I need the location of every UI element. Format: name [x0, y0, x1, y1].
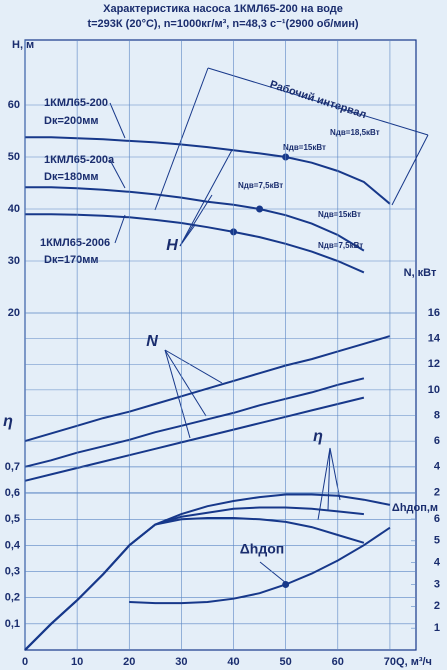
h-leader [179, 194, 213, 247]
annotation: H [166, 237, 178, 254]
curve [24, 335, 391, 443]
x-tick-label: 10 [71, 656, 83, 668]
y-tick-label: 5 [434, 535, 440, 547]
annotation: η [313, 428, 323, 445]
y-tick-label: 1 [434, 622, 440, 634]
curve [25, 136, 391, 205]
y-tick-label: 50 [8, 151, 20, 163]
annotation: Nдв=7,5кВт [318, 241, 363, 250]
curve [24, 377, 365, 468]
d-leader [109, 102, 126, 139]
curve [24, 517, 365, 651]
leaders [109, 67, 429, 584]
annotation: Nдв=15кВт [283, 143, 326, 152]
x-tick-label: 30 [175, 656, 187, 668]
annotation: Dк=180мм [44, 171, 99, 183]
y-axis-label: H, м [12, 39, 34, 51]
y-tick-label: 60 [8, 99, 20, 111]
x-tick-label: 40 [227, 656, 239, 668]
y-tick-label: 0,1 [5, 618, 20, 630]
y-tick-label: 0,7 [5, 461, 20, 473]
dh-leader [259, 561, 287, 584]
y-tick-label: 16 [428, 307, 440, 319]
x-tick-label: 50 [280, 656, 292, 668]
annotation: Dк=170мм [44, 254, 99, 266]
n-leader [164, 349, 207, 417]
eta-leader [329, 447, 341, 501]
y-tick-label: 12 [428, 358, 440, 370]
h-leader [179, 224, 196, 247]
y-tick-label: 30 [8, 255, 20, 267]
annotation: Δhдоп [240, 541, 285, 557]
interval-arrow [207, 67, 429, 136]
annotation: Nдв=15кВт [318, 210, 361, 219]
y-tick-label: 20 [8, 307, 20, 319]
y-tick-label: 6 [434, 435, 440, 447]
d-leader [114, 214, 126, 244]
y-tick-label: 6 [434, 513, 440, 525]
annotation: 1КМЛ65-200 [44, 97, 108, 109]
n-leader [164, 349, 223, 384]
chart-subtitle: t=293К (20°С), n=1000кг/м³, n=48,3 с⁻¹(2… [87, 18, 358, 30]
curve [129, 526, 391, 605]
y-tick-label: 10 [428, 384, 440, 396]
y-tick-label: 0,5 [5, 513, 20, 525]
y-axis-label: η [3, 413, 13, 430]
annotation: N [146, 333, 158, 350]
y-tick-label: 3 [434, 578, 440, 590]
n-leader [164, 349, 191, 439]
annotation: Nдв=7,5кВт [238, 181, 283, 190]
y-tick-label: 0,2 [5, 592, 20, 604]
y-tick-label: 0,4 [5, 539, 21, 551]
y-tick-label: 40 [8, 203, 20, 215]
eta-leader [327, 447, 331, 511]
annotation: Nдв=18,5кВт [330, 128, 380, 137]
x-axis-label: Q, м³/ч [396, 656, 432, 668]
operating-point [282, 581, 290, 588]
eta-leader [317, 447, 331, 521]
y-tick-label: 2 [434, 486, 440, 498]
annotation: Dк=200мм [44, 115, 99, 127]
y-axis-label: N, кВт [404, 267, 437, 279]
d-leader [109, 159, 126, 189]
y-axis-label: Δhдоп,м [392, 502, 438, 514]
operating-point [256, 205, 264, 213]
y-tick-label: 4 [434, 557, 441, 569]
y-tick-label: 0,6 [5, 487, 20, 499]
x-tick-label: 60 [332, 656, 344, 668]
annotation: 1КМЛ65-200а [44, 154, 115, 166]
x-tick-label: 70 [384, 656, 396, 668]
y-tick-label: 4 [434, 461, 441, 473]
annotation: 1КМЛ65-2006 [40, 237, 110, 249]
x-tick-label: 0 [22, 656, 28, 668]
h-leader [179, 149, 233, 247]
chart-title: Характеристика насоса 1КМЛ65-200 на воде [103, 3, 343, 15]
interval-bound [391, 134, 429, 206]
x-tick-label: 20 [123, 656, 135, 668]
curve [25, 213, 365, 274]
y-tick-label: 14 [428, 333, 441, 345]
y-tick-label: 0,3 [5, 565, 20, 577]
curve [25, 186, 365, 252]
y-tick-label: 2 [434, 600, 440, 612]
y-tick-label: 8 [434, 409, 440, 421]
